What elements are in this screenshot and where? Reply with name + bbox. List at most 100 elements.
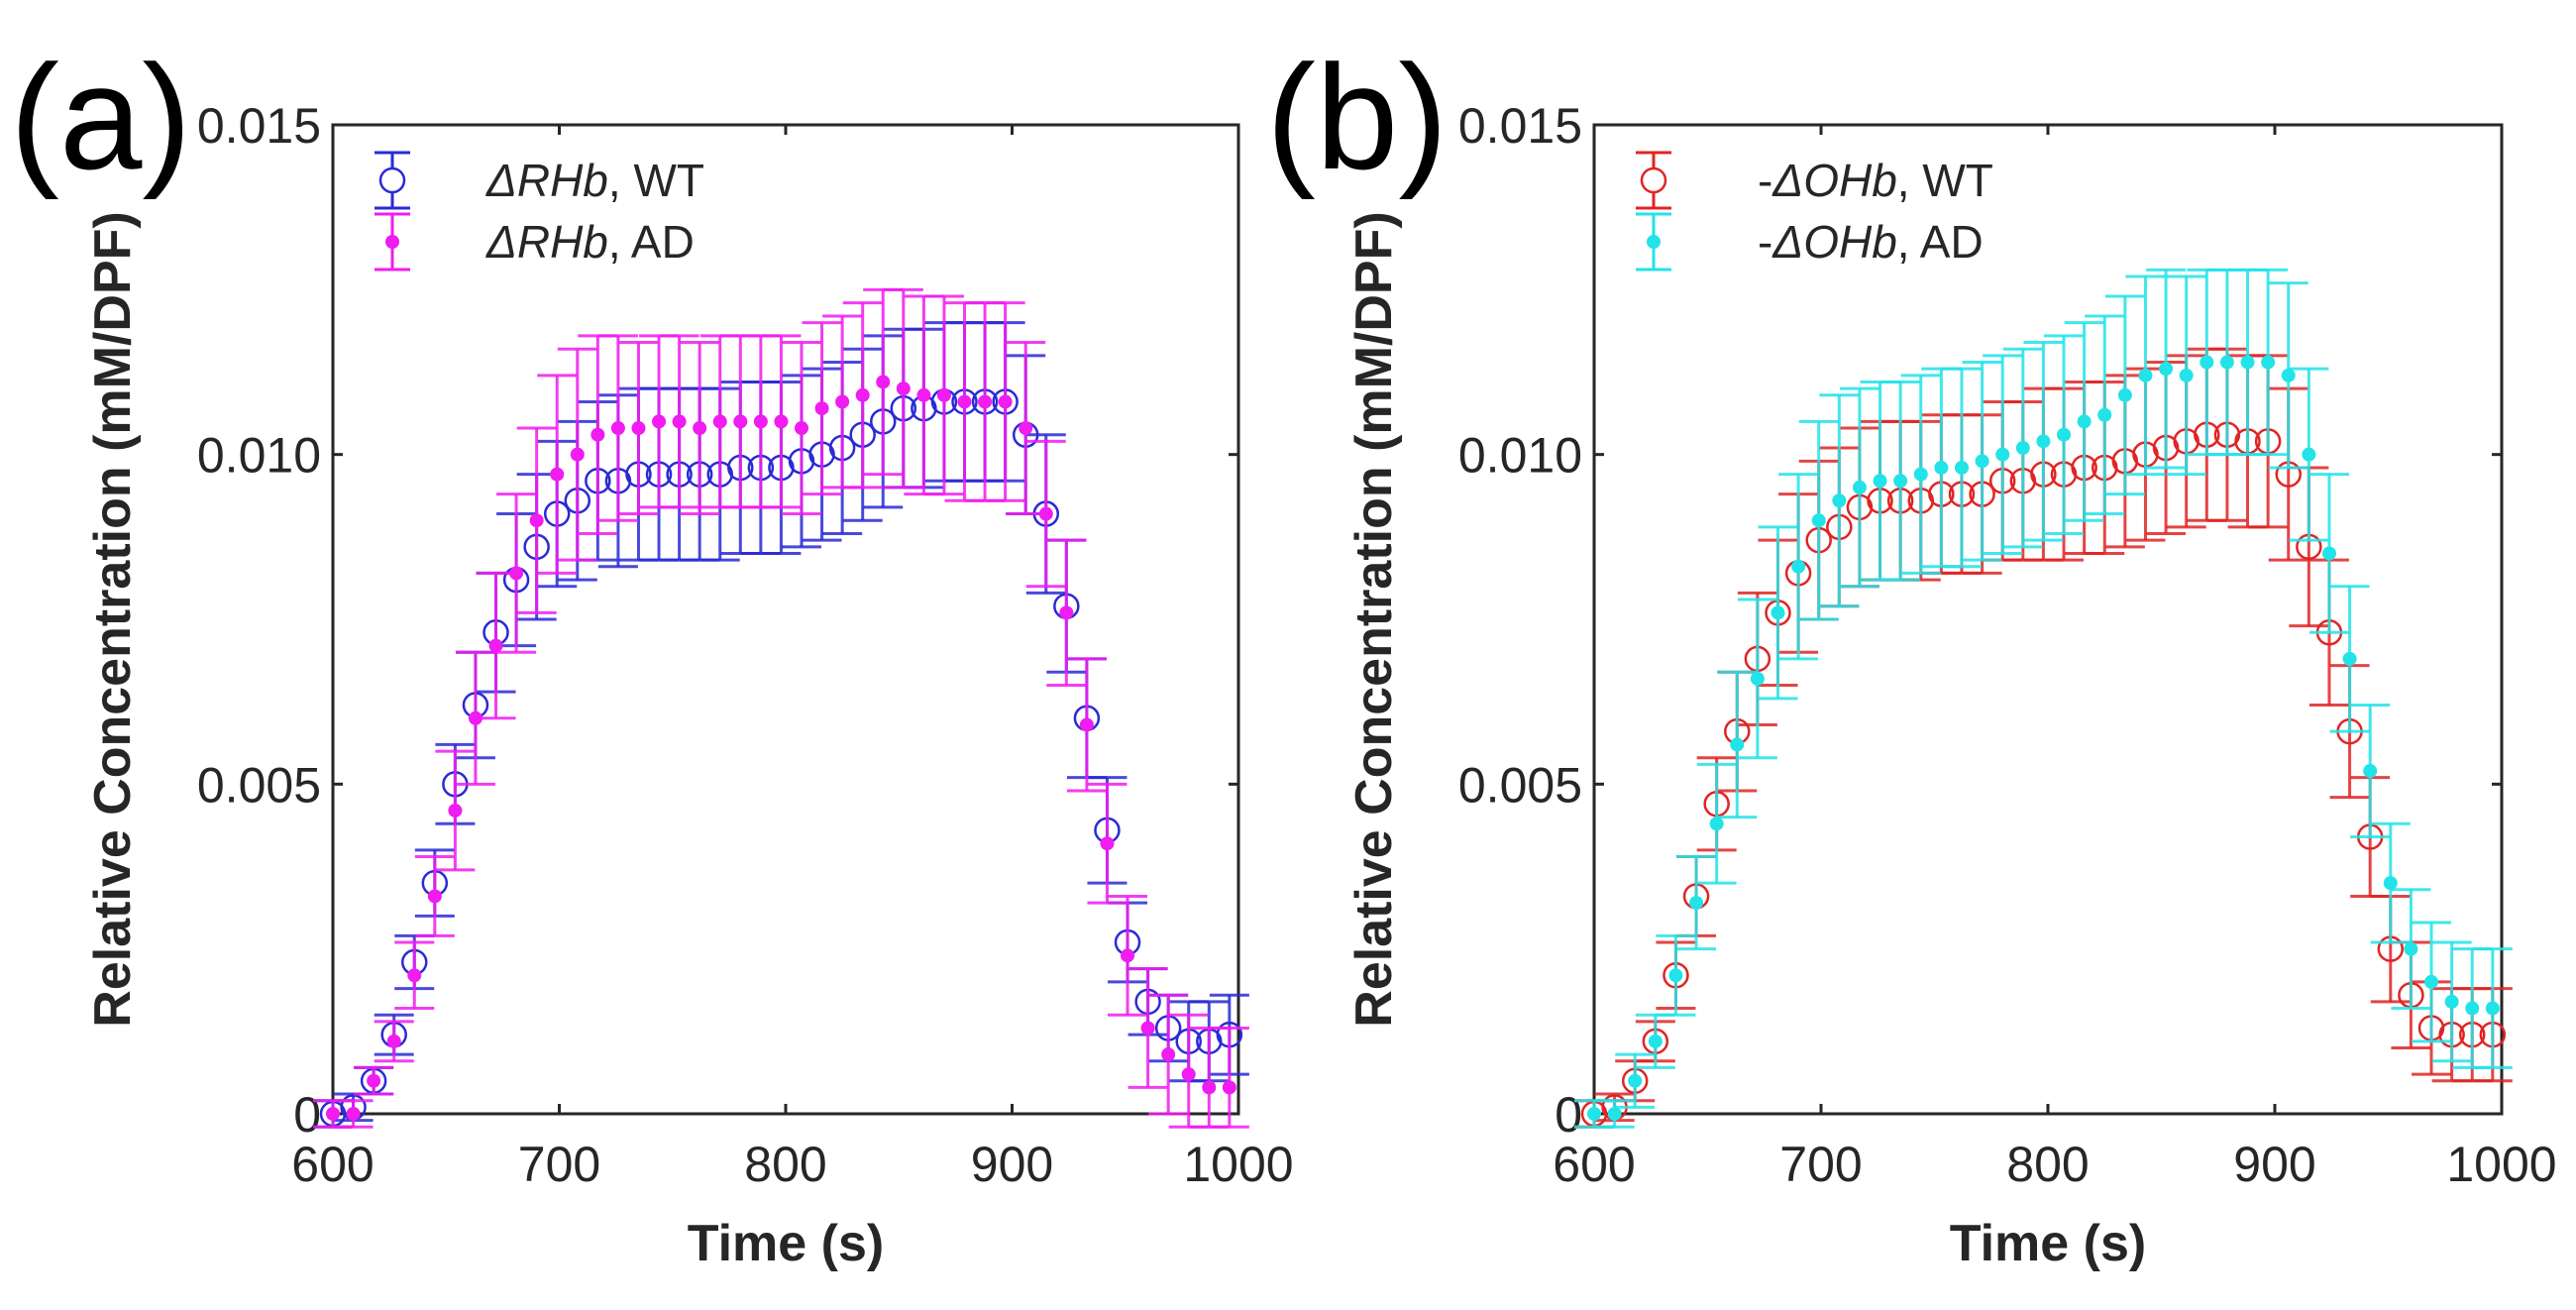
data-point: [2383, 876, 2398, 891]
data-point: [427, 889, 442, 904]
series-ad: [1574, 268, 2513, 1129]
legend-italic: ΔOHb: [1771, 216, 1896, 268]
data-point: [2097, 407, 2112, 422]
legend-marker: [1647, 235, 1661, 249]
y-tick-label: 0.015: [197, 98, 321, 154]
legend-label: ΔRHb, WT: [485, 155, 704, 206]
data-point: [407, 968, 422, 983]
data-point: [672, 414, 687, 429]
data-point: [1954, 460, 1969, 475]
legend-entry: -ΔOHb, WT: [1636, 151, 1993, 210]
data-point: [529, 513, 544, 528]
data-point: [1100, 836, 1115, 851]
legend-entry: ΔRHb, WT: [375, 151, 704, 210]
series-ad: [313, 287, 1249, 1129]
data-point: [936, 387, 951, 402]
data-point: [693, 421, 707, 436]
y-tick-label: 0.015: [1458, 98, 1582, 154]
data-point: [1019, 421, 1033, 436]
legend-prefix: -: [1758, 155, 1772, 206]
data-point: [2342, 651, 2357, 666]
data-point: [1913, 467, 1928, 482]
data-point: [1771, 605, 1785, 620]
data-point: [1059, 605, 1074, 620]
data-point: [2485, 1001, 2500, 1016]
legend-label: -ΔOHb, AD: [1758, 216, 1984, 268]
data-point: [1832, 493, 1847, 508]
data-point: [652, 414, 667, 429]
data-point: [2179, 368, 2194, 382]
data-point: [2077, 414, 2092, 429]
data-point: [1202, 1080, 1217, 1095]
x-tick-label: 800: [744, 1137, 826, 1192]
legend-label: ΔRHb, AD: [485, 216, 695, 268]
data-point: [326, 1107, 340, 1121]
x-tick-label: 900: [2233, 1137, 2315, 1192]
panel-label: (b): [1266, 34, 1448, 200]
legend-prefix: -: [1758, 216, 1772, 268]
data-point: [855, 387, 870, 402]
x-tick-label: 800: [2006, 1137, 2089, 1192]
data-point: [2261, 355, 2276, 370]
data-point: [2159, 362, 2174, 377]
data-point: [550, 467, 565, 482]
data-point: [2363, 764, 2378, 779]
data-point: [814, 401, 829, 416]
data-point: [978, 394, 993, 409]
y-tick-label: 0: [1555, 1087, 1582, 1143]
data-point: [2444, 994, 2459, 1009]
y-tick-label: 0.010: [197, 428, 321, 484]
data-point: [1607, 1107, 1622, 1121]
data-point: [876, 375, 891, 389]
legend-label: -ΔOHb, WT: [1758, 155, 1993, 206]
data-point: [998, 394, 1013, 409]
x-tick-label: 700: [518, 1137, 600, 1192]
data-point: [1995, 447, 2010, 462]
data-point: [733, 414, 748, 429]
data-point: [1852, 480, 1867, 494]
data-point: [509, 566, 524, 581]
x-axis-label: Time (s): [1950, 1215, 2146, 1272]
data-point: [1893, 474, 1908, 489]
data-point: [1628, 1073, 1643, 1088]
data-point: [712, 414, 727, 429]
x-tick-label: 1000: [2446, 1137, 2556, 1192]
data-point: [2281, 368, 2296, 382]
legend-italic: ΔOHb: [1771, 155, 1896, 206]
legend-suffix: , WT: [1897, 155, 1993, 206]
data-point: [631, 421, 646, 436]
data-point: [1587, 1107, 1601, 1121]
legend-entry: -ΔOHb, AD: [1636, 212, 1984, 272]
data-point: [610, 421, 625, 436]
data-point: [1689, 896, 1704, 911]
data-point: [386, 1034, 401, 1048]
data-point: [1811, 513, 1826, 528]
y-tick-label: 0: [293, 1087, 321, 1143]
legend-marker: [1640, 166, 1667, 194]
data-point: [794, 421, 808, 436]
data-point: [1730, 737, 1745, 752]
data-point: [957, 394, 972, 409]
data-point: [468, 710, 483, 725]
data-point: [1873, 474, 1887, 489]
data-point: [896, 382, 911, 396]
legend-suffix: , WT: [608, 155, 704, 206]
data-point: [2200, 355, 2214, 370]
data-point: [916, 387, 931, 402]
data-point: [2240, 355, 2255, 370]
data-point: [2219, 355, 2234, 370]
y-tick-label: 0.005: [1458, 757, 1582, 813]
chart-panel-a: (a) 600 700 800 900 1000 0 0.005 0.010 0.015 Time …: [10, 34, 1294, 1272]
data-point: [774, 414, 789, 429]
y-tick-label: 0.005: [197, 757, 321, 813]
data-point: [1140, 1021, 1155, 1036]
data-point: [1791, 559, 1806, 574]
data-point: [1709, 817, 1724, 831]
data-point: [2015, 441, 2030, 456]
axes-box: [331, 123, 1240, 1116]
y-axis-label: Relative Concentration (mM/DPF): [84, 211, 142, 1027]
data-point: [2404, 941, 2418, 956]
x-tick-label: 700: [1779, 1137, 1862, 1192]
chart-panel-b: (b) 600 700 800 900 1000 0 0.005 0.010 0.015 Time …: [1266, 34, 2557, 1272]
